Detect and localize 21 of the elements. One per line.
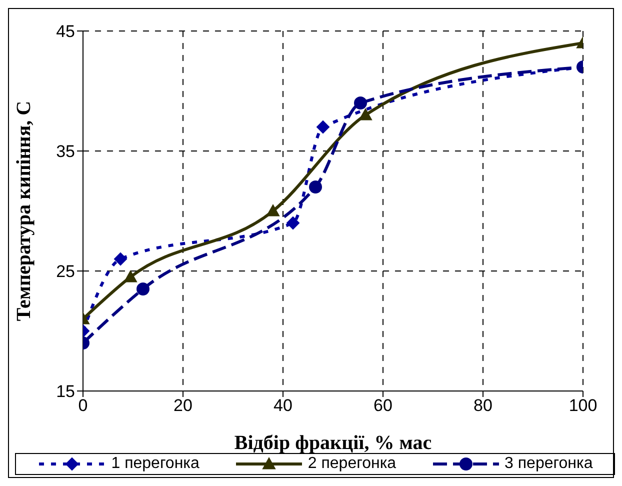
x-axis-title: Відбір фракції, % мас [234,432,432,454]
x-tick-label: 0 [78,396,88,416]
y-axis-title: Температура кипіння, С [13,100,36,322]
point [359,108,372,120]
legend-label: 2 перегонка [308,455,396,473]
x-tick-label: 100 [568,396,598,416]
y-tick-label: 25 [56,262,75,282]
y-tick-label: 45 [56,22,75,42]
point [266,204,280,216]
y-tick-label: 35 [56,142,75,162]
legend-label: 1 перегонка [111,455,200,473]
point [309,180,322,194]
point [286,216,300,230]
point [354,96,367,110]
legend-label: 3 перегонка [504,455,593,473]
x-tick-label: 20 [174,396,192,416]
point [316,120,330,134]
x-tick-label: 60 [374,396,392,416]
x-tick-label: 40 [274,396,292,416]
x-tick-label: 80 [474,396,492,416]
y-tick-label: 15 [56,382,75,402]
